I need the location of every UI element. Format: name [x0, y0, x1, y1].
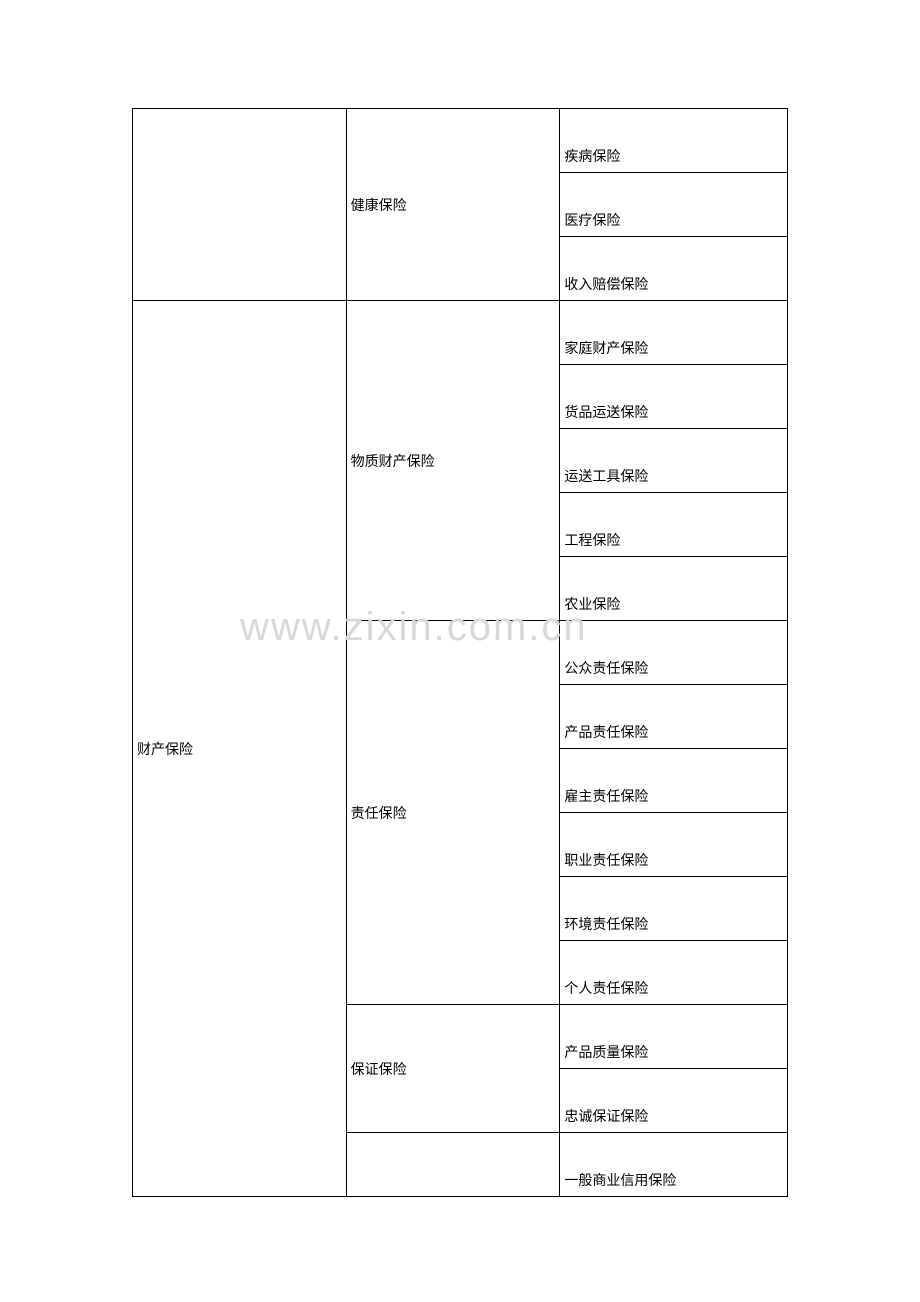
table-cell-item: 雇主责任保险	[560, 749, 788, 813]
insurance-table: 健康保险 疾病保险 医疗保险 收入赔偿保险 财产保险 物质财产保险 家庭财产保险…	[132, 108, 788, 1197]
table-cell-subcategory-liability: 责任保险	[346, 621, 560, 1005]
table-cell-item: 忠诚保证保险	[560, 1069, 788, 1133]
table-cell-item: 货品运送保险	[560, 365, 788, 429]
table-cell-item: 公众责任保险	[560, 621, 788, 685]
table-cell-subcategory-empty	[346, 1133, 560, 1197]
table-cell-subcategory-guarantee: 保证保险	[346, 1005, 560, 1133]
table-cell-item: 医疗保险	[560, 173, 788, 237]
table-cell-item: 职业责任保险	[560, 813, 788, 877]
table-cell-subcategory-health: 健康保险	[346, 109, 560, 301]
table-cell-item: 收入赔偿保险	[560, 237, 788, 301]
table-cell-item: 疾病保险	[560, 109, 788, 173]
table-cell-item: 个人责任保险	[560, 941, 788, 1005]
insurance-table-container: 健康保险 疾病保险 医疗保险 收入赔偿保险 财产保险 物质财产保险 家庭财产保险…	[132, 108, 788, 1197]
table-cell-item: 产品质量保险	[560, 1005, 788, 1069]
table-cell-category-property: 财产保险	[133, 301, 347, 1197]
table-cell-category1-empty	[133, 109, 347, 301]
table-cell-item: 一般商业信用保险	[560, 1133, 788, 1197]
table-cell-item: 产品责任保险	[560, 685, 788, 749]
table-cell-item: 环境责任保险	[560, 877, 788, 941]
table-cell-subcategory-material: 物质财产保险	[346, 301, 560, 621]
table-cell-item: 家庭财产保险	[560, 301, 788, 365]
table-cell-item: 工程保险	[560, 493, 788, 557]
table-cell-item: 农业保险	[560, 557, 788, 621]
table-cell-item: 运送工具保险	[560, 429, 788, 493]
